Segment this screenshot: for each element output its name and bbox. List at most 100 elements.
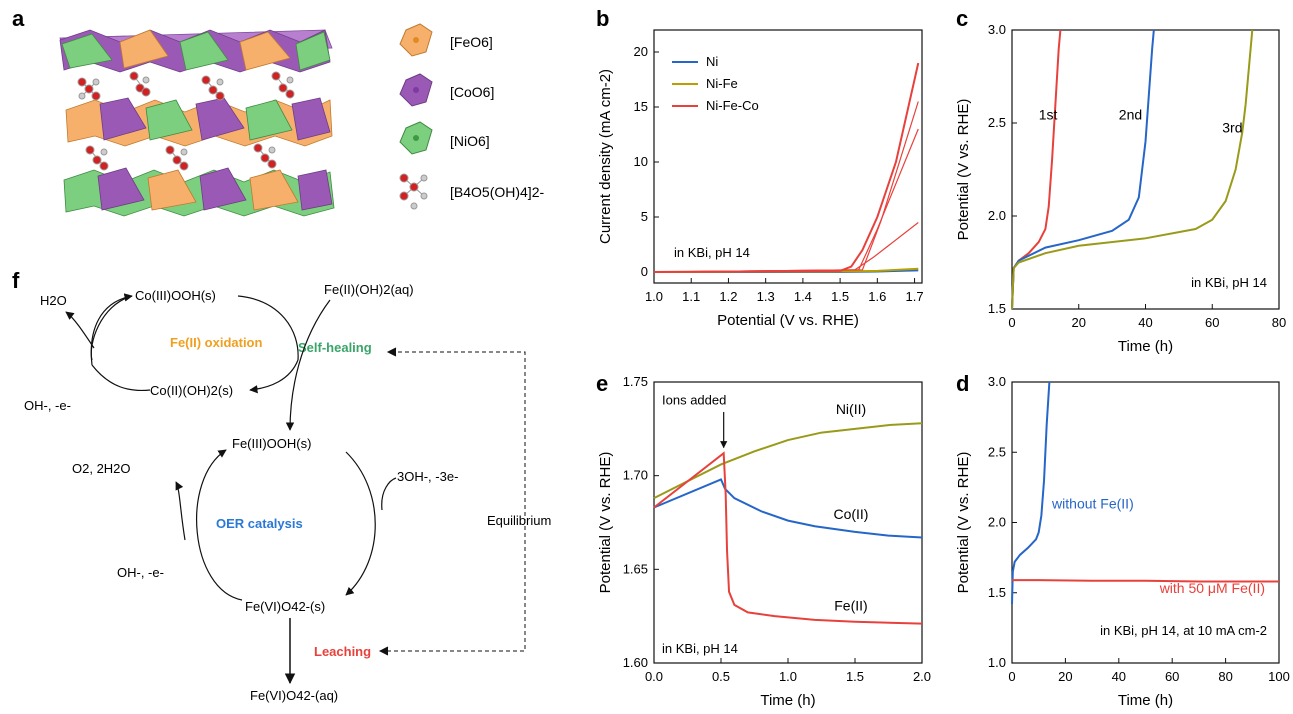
x-tick-label: 0.0 — [645, 669, 663, 684]
arrow-to-h2o — [65, 311, 95, 349]
feo6-octahedron-icon — [399, 23, 433, 57]
coo6-octahedron-icon — [399, 73, 433, 107]
octahedra-layer-top — [59, 29, 333, 73]
x-tick-label: 1.5 — [846, 669, 864, 684]
y-tick-label: 3.0 — [988, 374, 1006, 389]
oh-e-top-label: OH-, -e- — [24, 398, 71, 413]
y-tick-label: 15 — [634, 99, 648, 114]
legend-label: Ni-Fe — [706, 76, 738, 91]
legend-feo6-label: [FeO6] — [450, 34, 493, 50]
x-tick-label: 1.0 — [779, 669, 797, 684]
curve-label: with 50 μM Fe(II) — [1159, 580, 1265, 596]
chart-e: 0.0 0.5 1.0 1.5 2.0 1.60 1.65 1.70 1.75 Time (h) P… — [597, 374, 931, 709]
panel-label-d: d — [956, 371, 969, 396]
arrow-to-o2 — [175, 481, 186, 541]
arrow-label: Ions added — [662, 392, 726, 407]
curve-label: Fe(II) — [834, 598, 867, 614]
equilibrium-label: Equilibrium — [487, 513, 551, 528]
nio6-octahedron-icon — [399, 121, 433, 155]
cycle-arc-oer-right — [345, 451, 376, 596]
legend-label: Ni-Fe-Co — [706, 98, 759, 113]
y-tick-label: 1.60 — [623, 655, 648, 670]
x-tick-label: 80 — [1218, 669, 1232, 684]
legend-label: Ni — [706, 54, 718, 69]
arc-three-oh — [381, 477, 397, 511]
y-axis-label: Potential (V vs. RHE) — [955, 99, 972, 241]
curve-label: 2nd — [1119, 106, 1142, 122]
y-tick-label: 2.5 — [988, 444, 1006, 459]
x-tick-label: 1.7 — [906, 289, 924, 304]
series-line-1st — [1011, 29, 1062, 310]
borate-cluster — [77, 77, 101, 101]
x-axis-label: Potential (V vs. RHE) — [717, 312, 859, 329]
curve-label: 3rd — [1222, 119, 1242, 135]
series-line-ni-ii- — [653, 422, 923, 500]
y-axis-label: Current density (mA cm-2) — [597, 69, 614, 244]
y-tick-label: 2.5 — [988, 115, 1006, 130]
octahedra-layer-middle — [65, 97, 333, 147]
oer-catalysis-label: OER catalysis — [216, 516, 303, 531]
curve-label: without Fe(II) — [1051, 495, 1134, 511]
co-iii-label: Co(III)OOH(s) — [135, 288, 216, 303]
three-oh-label: 3OH-, -3e- — [397, 469, 458, 484]
x-tick-label: 0.5 — [712, 669, 730, 684]
annotation: in KBi, pH 14 — [674, 245, 750, 260]
series-line-2nd — [1011, 29, 1155, 310]
series-line-3rd — [1011, 29, 1254, 310]
chart-c: 0 20 40 60 80 1.5 2.0 2.5 3.0 Time (h) Potential (… — [955, 22, 1286, 355]
arc-to-co-ii — [249, 359, 299, 394]
y-axis-label: Potential (V vs. RHE) — [597, 452, 614, 594]
octahedra-layer-bottom — [63, 167, 335, 217]
arc-co-ii — [91, 364, 151, 392]
x-tick-label: 1.3 — [757, 289, 775, 304]
mechanism-diagram: H2O Co(III)OOH(s) Fe(II)(OH)2(aq) Fe(II)… — [24, 282, 551, 703]
y-tick-label: 1.5 — [988, 585, 1006, 600]
panel-label-e: e — [596, 371, 608, 396]
x-tick-label: 40 — [1112, 669, 1126, 684]
borate-cluster — [85, 145, 109, 171]
panel-label-c: c — [956, 6, 968, 31]
x-tick-label: 1.6 — [868, 289, 886, 304]
plot-frame — [1011, 381, 1280, 664]
borate-cluster-icon — [399, 173, 428, 210]
y-tick-label: 1.75 — [623, 374, 648, 389]
plot-frame — [653, 29, 923, 284]
y-tick-label: 10 — [634, 154, 648, 169]
y-tick-label: 1.5 — [988, 301, 1006, 316]
fe-ii-aq-label: Fe(II)(OH)2(aq) — [324, 282, 414, 297]
y-tick-label: 0 — [641, 264, 648, 279]
borate-clusters — [77, 71, 295, 171]
legend-borate-label: [B4O5(OH)4]2- — [450, 184, 544, 200]
chart-d: 0 20 40 60 80 100 1.0 1.5 2.0 2.5 3.0 Time (h) Poten… — [955, 374, 1290, 709]
series-line-ni-fe-co — [653, 62, 920, 273]
equilibrium-arrow-bottom — [378, 646, 389, 656]
curve-label: Co(II) — [833, 506, 868, 522]
fe-vi-s-label: Fe(VI)O42-(s) — [245, 599, 325, 614]
x-axis-label: Time (h) — [1118, 692, 1173, 709]
x-tick-label: 2.0 — [913, 669, 931, 684]
x-tick-label: 60 — [1165, 669, 1179, 684]
arc-oh-to-co-iii — [90, 293, 133, 366]
cycle-arc-oer-left — [196, 449, 243, 601]
borate-cluster — [201, 75, 225, 101]
x-tick-label: 0 — [1008, 669, 1015, 684]
fe-oxidation-label: Fe(II) oxidation — [170, 335, 263, 350]
x-tick-label: 1.4 — [794, 289, 812, 304]
y-tick-label: 1.0 — [988, 655, 1006, 670]
leaching-label: Leaching — [314, 644, 371, 659]
y-tick-label: 1.70 — [623, 468, 648, 483]
x-tick-label: 1.1 — [682, 289, 700, 304]
arc-from-co-iii — [237, 295, 299, 361]
x-axis-label: Time (h) — [760, 692, 815, 709]
crystal-structure-image — [59, 29, 335, 217]
panel-label-f: f — [12, 268, 20, 293]
annotation: in KBi, pH 14 — [1191, 275, 1267, 290]
chart-b: 1.0 1.1 1.2 1.3 1.4 1.5 1.6 1.7 0 5 10 15 20 Potentia… — [597, 29, 924, 329]
equilibrium-dashed-line — [380, 351, 526, 652]
curve-label: 1st — [1039, 106, 1058, 122]
equilibrium-arrow-top — [386, 347, 397, 357]
borate-cluster — [165, 145, 189, 171]
x-tick-label: 40 — [1138, 315, 1152, 330]
co-ii-label: Co(II)(OH)2(s) — [150, 383, 233, 398]
